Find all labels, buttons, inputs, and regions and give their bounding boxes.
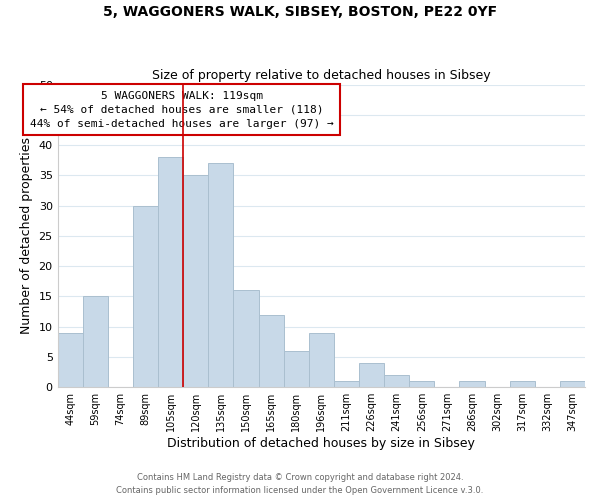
Bar <box>58 332 83 387</box>
Bar <box>359 363 384 387</box>
Bar <box>83 296 108 387</box>
Bar <box>208 163 233 387</box>
Text: 5 WAGGONERS WALK: 119sqm
← 54% of detached houses are smaller (118)
44% of semi-: 5 WAGGONERS WALK: 119sqm ← 54% of detach… <box>29 90 334 128</box>
Bar <box>284 351 309 387</box>
Bar <box>560 381 585 387</box>
X-axis label: Distribution of detached houses by size in Sibsey: Distribution of detached houses by size … <box>167 437 475 450</box>
Text: Contains HM Land Registry data © Crown copyright and database right 2024.
Contai: Contains HM Land Registry data © Crown c… <box>116 474 484 495</box>
Bar <box>183 176 208 387</box>
Bar <box>158 157 183 387</box>
Y-axis label: Number of detached properties: Number of detached properties <box>20 138 33 334</box>
Bar <box>233 290 259 387</box>
Bar <box>460 381 485 387</box>
Bar <box>259 314 284 387</box>
Bar <box>133 206 158 387</box>
Text: 5, WAGGONERS WALK, SIBSEY, BOSTON, PE22 0YF: 5, WAGGONERS WALK, SIBSEY, BOSTON, PE22 … <box>103 5 497 19</box>
Bar <box>334 381 359 387</box>
Bar <box>309 332 334 387</box>
Bar <box>509 381 535 387</box>
Title: Size of property relative to detached houses in Sibsey: Size of property relative to detached ho… <box>152 69 491 82</box>
Bar <box>409 381 434 387</box>
Bar <box>384 375 409 387</box>
